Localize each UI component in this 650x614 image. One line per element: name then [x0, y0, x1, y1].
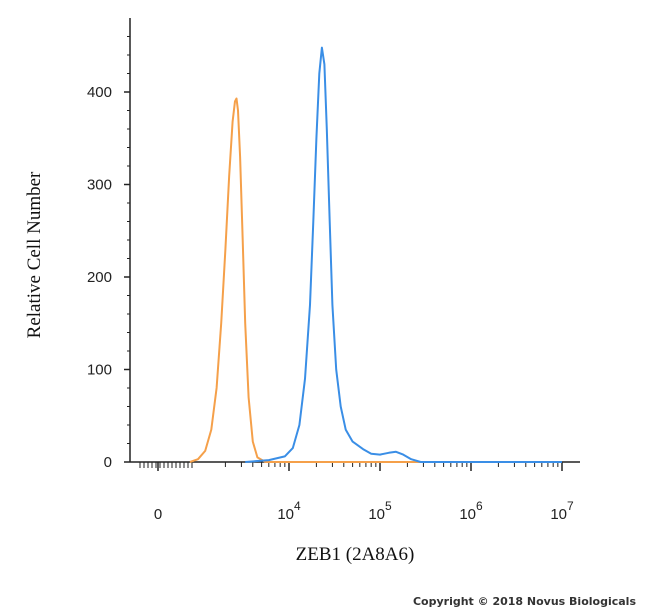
series-layer — [189, 46, 562, 463]
y-tick-label: 0 — [104, 454, 112, 471]
y-tick-label: 400 — [87, 84, 112, 101]
y-ticks: 0 100 200 300 400 — [87, 36, 130, 471]
x-tick-label: 105 — [368, 499, 392, 523]
x-tick-label: 107 — [550, 499, 574, 523]
x-tick-label: 104 — [277, 499, 301, 523]
copyright-text: Copyright © 2018 Novus Biologicals — [412, 595, 636, 608]
y-tick-label: 300 — [87, 177, 112, 194]
x-tick-label: 0 — [154, 506, 162, 523]
x-tick-label: 106 — [459, 499, 483, 523]
x-axis-title: ZEB1 (2A8A6) — [296, 544, 415, 565]
y-tick-label: 200 — [87, 269, 112, 286]
y-axis-title: Relative Cell Number — [24, 171, 45, 338]
series-line-1 — [245, 46, 562, 463]
y-tick-label: 100 — [87, 362, 112, 379]
series-line-0 — [189, 97, 562, 463]
x-ticks: 0 104 105 106 107 — [139, 462, 574, 523]
